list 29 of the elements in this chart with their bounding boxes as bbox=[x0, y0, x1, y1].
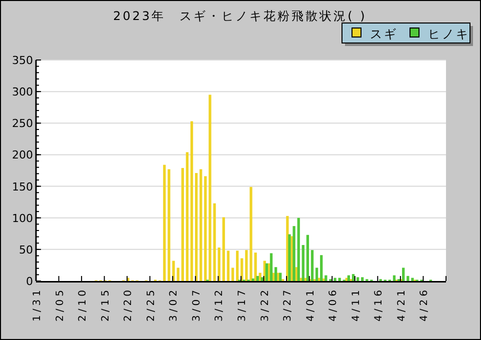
x-tick-label: 2/10 bbox=[78, 287, 89, 322]
x-tick-label: 4/01 bbox=[305, 287, 316, 322]
x-tick-label: 3/17 bbox=[237, 287, 248, 322]
y-tick-label: 300 bbox=[12, 86, 33, 99]
legend-label: スギ bbox=[370, 27, 398, 41]
x-tick-label: 1/31 bbox=[32, 287, 43, 322]
x-tick-label: 3/12 bbox=[214, 287, 226, 322]
x-tick-label: 2/05 bbox=[54, 287, 66, 322]
chart-title: 2023年 スギ・ヒノキ花粉飛散状況( ) bbox=[113, 9, 367, 23]
y-tick-label: 250 bbox=[12, 117, 33, 130]
y-tick-label: 200 bbox=[12, 148, 33, 162]
x-tick-label: 4/06 bbox=[328, 287, 340, 322]
x-tick-label: 3/02 bbox=[168, 287, 180, 322]
y-tick-label: 150 bbox=[12, 180, 33, 194]
x-tick-label: 4/11 bbox=[350, 287, 362, 322]
x-tick-label: 3/07 bbox=[191, 287, 202, 322]
legend-label: ヒノキ bbox=[428, 27, 470, 41]
x-tick-label: 2/15 bbox=[100, 287, 112, 322]
y-tick-label: 50 bbox=[19, 243, 33, 256]
x-tick-label: 4/16 bbox=[374, 287, 385, 322]
x-tick-label: 3/27 bbox=[282, 287, 294, 322]
y-tick-label: 0 bbox=[26, 275, 33, 288]
x-tick-label: 4/21 bbox=[396, 287, 408, 322]
x-tick-label: 2/25 bbox=[146, 287, 157, 322]
y-tick-label: 100 bbox=[12, 212, 33, 225]
y-tick-label: 350 bbox=[12, 54, 33, 67]
x-tick-label: 3/22 bbox=[260, 287, 271, 322]
x-tick-label: 2/20 bbox=[123, 287, 134, 322]
x-tick-label: 4/26 bbox=[419, 287, 430, 322]
